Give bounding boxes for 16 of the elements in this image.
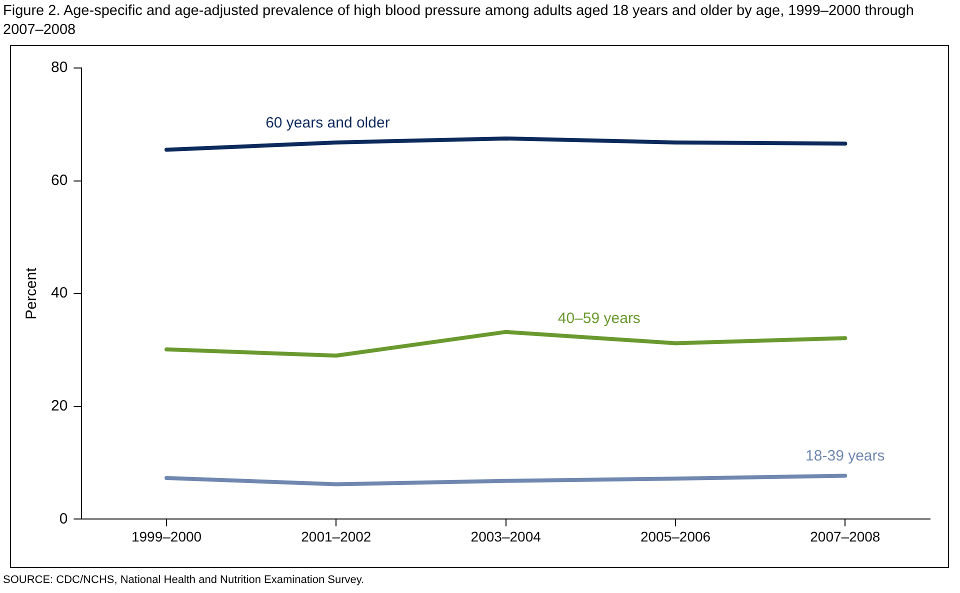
- y-tick-label: 0: [59, 510, 68, 528]
- y-tick-label: 20: [50, 398, 68, 415]
- series-label: 40–59 years: [558, 310, 640, 327]
- y-axis-title: Percent: [23, 266, 40, 320]
- y-tick-label: 60: [50, 172, 68, 189]
- series-label: 18-39 years: [806, 447, 885, 464]
- x-tick-label: 1999–2000: [131, 528, 202, 544]
- y-tick-label: 80: [50, 59, 68, 76]
- x-tick-label: 2007–2008: [810, 528, 880, 544]
- chart-title: Figure 2. Age-specific and age-adjusted prevalence of high blood pressure among adults aged 18 years and older by age, 1999–2000 through 2007–2008: [3, 2, 915, 40]
- x-tick-label: 2003–2004: [470, 528, 542, 544]
- y-tick-label: 40: [50, 284, 68, 302]
- x-tick-label: 2005–2006: [640, 528, 711, 544]
- series-label: 60 years and older: [266, 114, 390, 132]
- x-tick-label: 2001–2002: [301, 528, 372, 544]
- source-note: SOURCE: CDC/NCHS, National Health and Nutrition Examination Survey.: [3, 574, 364, 586]
